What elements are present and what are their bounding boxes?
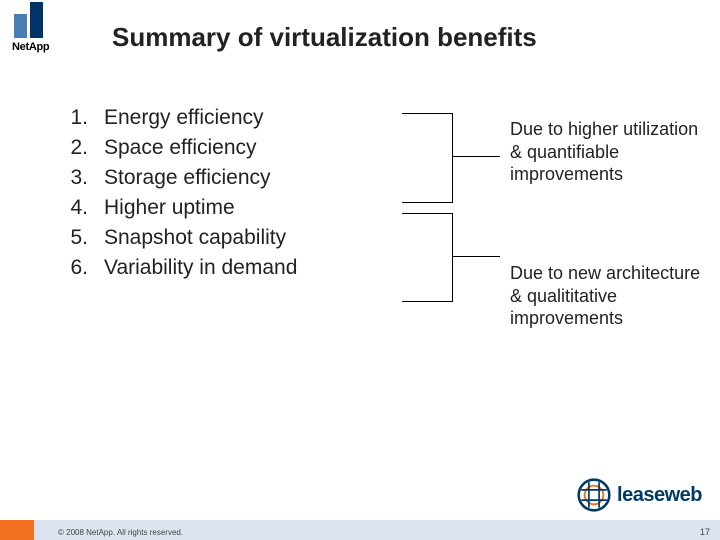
- list-item-text: Space efficiency: [104, 136, 257, 160]
- list-item-text: Variability in demand: [104, 256, 297, 280]
- list-item: 2. Space efficiency: [60, 136, 390, 160]
- list-item-text: Energy efficiency: [104, 106, 264, 130]
- bracket-top: [402, 113, 453, 203]
- slide-title: Summary of virtualization benefits: [112, 22, 700, 53]
- list-item-num: 1.: [60, 106, 88, 130]
- leaseweb-logo: leaseweb: [577, 478, 702, 512]
- list-item: 6. Variability in demand: [60, 256, 390, 280]
- list-item-num: 2.: [60, 136, 88, 160]
- list-item: 5. Snapshot capability: [60, 226, 390, 250]
- list-item: 1. Energy efficiency: [60, 106, 390, 130]
- netapp-logo-bars: [14, 14, 43, 38]
- leaseweb-text: leaseweb: [617, 484, 702, 507]
- bracket-bottom-stem: [452, 256, 500, 257]
- list-item-text: Higher uptime: [104, 196, 235, 220]
- netapp-logo-text: NetApp: [12, 41, 49, 53]
- list-item: 4. Higher uptime: [60, 196, 390, 220]
- list-item-num: 5.: [60, 226, 88, 250]
- list-item: 3. Storage efficiency: [60, 166, 390, 190]
- list-item-text: Snapshot capability: [104, 226, 286, 250]
- list-item-num: 6.: [60, 256, 88, 280]
- copyright: © 2008 NetApp. All rights reserved.: [58, 528, 183, 537]
- bracket-top-stem: [452, 156, 500, 157]
- list-item-num: 3.: [60, 166, 88, 190]
- leaseweb-icon: [577, 478, 611, 512]
- netapp-logo: NetApp: [12, 14, 49, 53]
- footer-accent: [0, 520, 34, 540]
- netapp-logo-bar-left: [14, 14, 27, 38]
- bracket-bottom: [402, 213, 453, 302]
- note-top: Due to higher utilization & quantifiable…: [510, 118, 712, 186]
- note-bottom: Due to new architecture & qualititative …: [510, 262, 712, 330]
- netapp-logo-bar-right: [30, 2, 43, 38]
- page-number: 17: [700, 527, 710, 537]
- slide: NetApp Summary of virtualization benefit…: [0, 0, 720, 540]
- benefits-list: 1. Energy efficiency 2. Space efficiency…: [60, 106, 390, 286]
- list-item-text: Storage efficiency: [104, 166, 271, 190]
- list-item-num: 4.: [60, 196, 88, 220]
